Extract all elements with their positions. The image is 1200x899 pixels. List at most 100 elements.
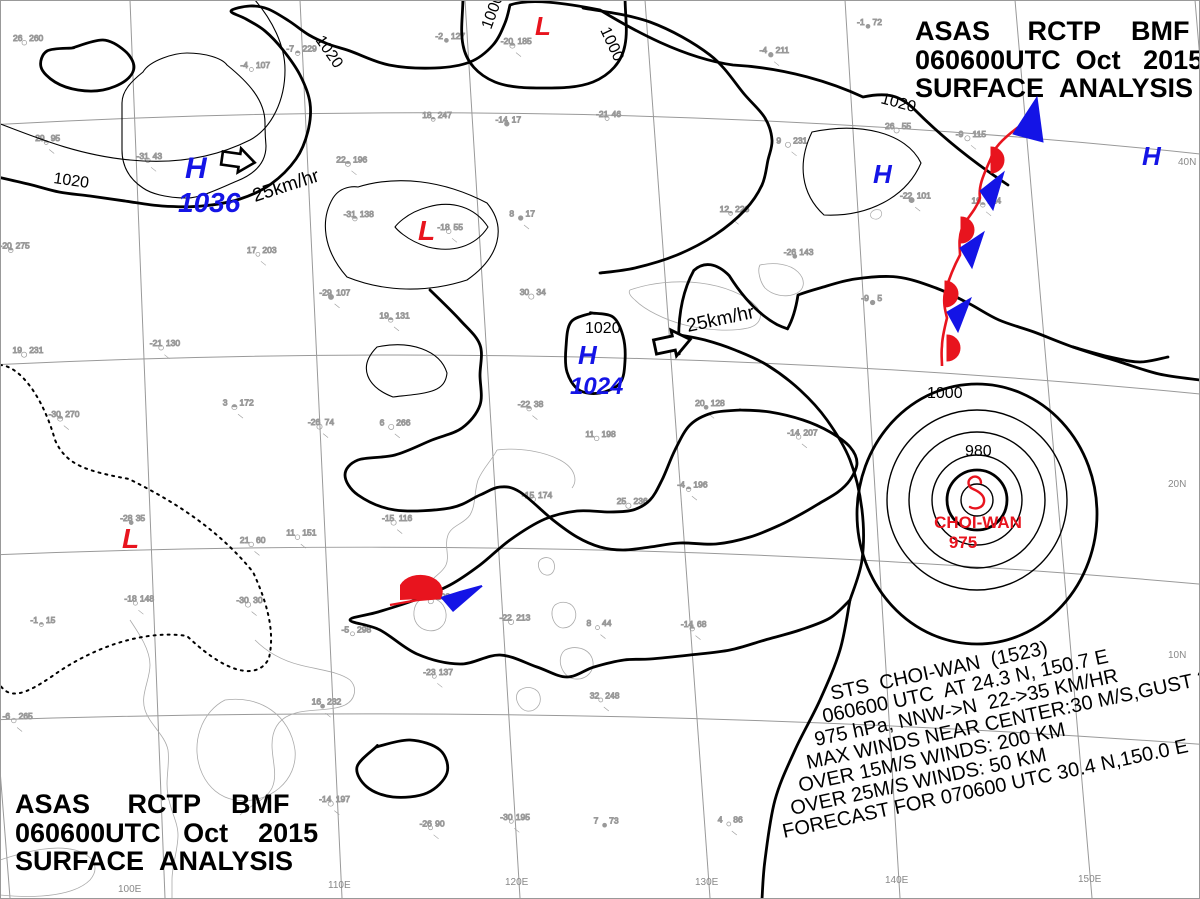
- svg-text:SURFACE ANALYSIS: SURFACE ANALYSIS: [15, 846, 293, 876]
- svg-text:-18: -18: [124, 594, 137, 604]
- svg-text:980: 980: [965, 443, 992, 460]
- svg-text:-14: -14: [681, 619, 694, 629]
- svg-text:143: 143: [799, 247, 813, 257]
- svg-text:196: 196: [693, 480, 707, 490]
- svg-text:95: 95: [51, 133, 61, 143]
- svg-text:138: 138: [360, 209, 374, 219]
- svg-text:-5: -5: [342, 624, 350, 634]
- svg-text:213: 213: [516, 612, 530, 622]
- svg-text:1024: 1024: [570, 373, 623, 400]
- svg-text:110E: 110E: [328, 880, 351, 891]
- svg-text:35: 35: [136, 513, 146, 523]
- svg-text:185: 185: [518, 36, 532, 46]
- svg-text:270: 270: [65, 409, 79, 419]
- svg-text:-1: -1: [857, 17, 865, 27]
- svg-text:11: 11: [585, 429, 594, 439]
- svg-text:H: H: [578, 340, 598, 370]
- svg-text:73: 73: [609, 816, 619, 826]
- svg-text:-22: -22: [900, 191, 913, 201]
- svg-text:195: 195: [516, 812, 530, 822]
- svg-text:3: 3: [223, 398, 228, 408]
- svg-text:8: 8: [509, 209, 514, 219]
- svg-text:1036: 1036: [178, 187, 241, 218]
- svg-text:6: 6: [380, 417, 385, 427]
- svg-text:-26: -26: [420, 818, 433, 828]
- svg-text:19: 19: [379, 310, 389, 320]
- svg-text:7: 7: [594, 816, 599, 826]
- svg-text:100E: 100E: [118, 884, 142, 895]
- svg-text:32: 32: [590, 691, 600, 701]
- svg-text:265: 265: [19, 711, 33, 721]
- svg-text:22: 22: [336, 154, 346, 164]
- svg-text:198: 198: [602, 429, 616, 439]
- svg-text:247: 247: [438, 110, 452, 120]
- svg-text:40N: 40N: [1178, 157, 1196, 168]
- svg-text:-7: -7: [286, 44, 294, 54]
- svg-text:-30: -30: [236, 595, 249, 605]
- svg-text:44: 44: [602, 618, 612, 628]
- svg-text:-31: -31: [344, 209, 357, 219]
- svg-text:-21: -21: [150, 338, 163, 348]
- svg-text:131: 131: [396, 310, 410, 320]
- svg-text:H: H: [1142, 141, 1162, 171]
- svg-text:-6: -6: [3, 711, 11, 721]
- svg-text:-15: -15: [382, 513, 395, 523]
- svg-text:-22: -22: [518, 399, 531, 409]
- svg-text:116: 116: [399, 513, 413, 523]
- svg-text:30: 30: [520, 287, 530, 297]
- svg-text:34: 34: [536, 287, 546, 297]
- svg-text:275: 275: [16, 241, 30, 251]
- svg-text:46: 46: [612, 109, 622, 119]
- svg-text:-22: -22: [500, 612, 513, 622]
- svg-text:-2: -2: [435, 31, 443, 41]
- svg-text:CHOI-WAN: CHOI-WAN: [934, 513, 1022, 532]
- svg-text:20N: 20N: [1168, 479, 1186, 490]
- svg-text:17: 17: [512, 114, 522, 124]
- svg-text:60: 60: [256, 535, 266, 545]
- svg-text:86: 86: [733, 815, 743, 825]
- svg-text:1020: 1020: [585, 320, 621, 337]
- svg-text:107: 107: [256, 60, 270, 70]
- svg-text:231: 231: [793, 135, 807, 145]
- svg-text:-9: -9: [956, 129, 964, 139]
- svg-text:-28: -28: [120, 513, 133, 523]
- svg-text:-4: -4: [677, 480, 685, 490]
- svg-text:72: 72: [873, 17, 883, 27]
- svg-text:-14: -14: [319, 794, 332, 804]
- svg-text:203: 203: [262, 245, 276, 255]
- svg-text:060600UTC Oct 2015: 060600UTC Oct 2015: [15, 818, 318, 848]
- svg-text:130: 130: [166, 338, 180, 348]
- svg-text:-20: -20: [0, 241, 12, 251]
- svg-text:L: L: [418, 215, 435, 246]
- svg-text:68: 68: [697, 619, 707, 629]
- svg-text:25: 25: [617, 496, 627, 506]
- svg-text:211: 211: [776, 45, 790, 55]
- svg-text:26: 26: [885, 121, 895, 131]
- svg-text:-18: -18: [437, 222, 450, 232]
- svg-text:SURFACE ANALYSIS: SURFACE ANALYSIS: [915, 73, 1193, 103]
- svg-text:L: L: [122, 523, 139, 554]
- svg-text:207: 207: [803, 427, 817, 437]
- svg-text:-26: -26: [784, 247, 797, 257]
- svg-text:137: 137: [439, 667, 453, 677]
- svg-text:11: 11: [286, 528, 295, 538]
- svg-text:55: 55: [454, 222, 464, 232]
- svg-text:231: 231: [29, 345, 43, 355]
- svg-text:-14: -14: [496, 114, 509, 124]
- svg-text:-29: -29: [319, 287, 332, 297]
- svg-text:ASAS RCTP BMF: ASAS RCTP BMF: [15, 789, 290, 819]
- svg-text:17: 17: [247, 245, 257, 255]
- svg-text:16: 16: [312, 697, 322, 707]
- svg-text:43: 43: [153, 151, 163, 161]
- svg-text:5: 5: [877, 293, 882, 303]
- svg-text:74: 74: [325, 417, 335, 427]
- svg-text:-4: -4: [760, 45, 768, 55]
- svg-text:232: 232: [327, 697, 341, 707]
- svg-text:1000: 1000: [927, 385, 963, 402]
- svg-text:12: 12: [720, 204, 730, 214]
- svg-text:120E: 120E: [505, 877, 529, 888]
- svg-text:196: 196: [353, 154, 367, 164]
- svg-text:115: 115: [973, 129, 987, 139]
- svg-text:90: 90: [435, 818, 445, 828]
- svg-text:9: 9: [776, 135, 781, 145]
